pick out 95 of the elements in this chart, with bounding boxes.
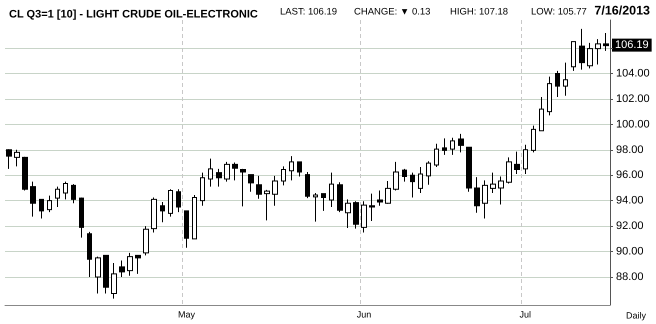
y-tick-label: 92.00 — [616, 220, 644, 232]
candlestick — [111, 262, 117, 300]
candlestick — [410, 172, 415, 198]
candlestick — [192, 194, 197, 240]
candlestick — [240, 168, 246, 207]
x-tick-label: Jun — [356, 310, 372, 320]
text: LAST: 106.19 — [280, 6, 338, 18]
candlestick — [523, 144, 528, 174]
candlestick — [571, 41, 576, 72]
candlestick — [87, 231, 92, 278]
candlestick — [264, 189, 270, 221]
candlestick — [450, 137, 455, 156]
candlestick — [539, 96, 544, 132]
candlestick — [135, 254, 141, 274]
text: HIGH: 107.18 — [450, 6, 508, 18]
text: LOW: 105.77 — [531, 6, 587, 18]
text: 7/16/2013 — [594, 4, 650, 18]
candlestick — [595, 38, 601, 66]
candlestick — [184, 210, 189, 248]
candlestick — [216, 168, 222, 188]
candlestick — [127, 252, 133, 276]
candlestick — [176, 188, 181, 213]
candlestick — [426, 160, 431, 186]
y-tick-label: 90.00 — [616, 246, 644, 258]
candlestick — [321, 193, 326, 212]
text: CHANGE: ▼ 0.13 — [354, 6, 430, 18]
candlestick — [482, 180, 488, 219]
candlestick — [6, 148, 12, 170]
candlestick — [418, 166, 423, 194]
candlestick — [281, 166, 286, 186]
candlestick — [458, 133, 464, 153]
candlestick — [103, 254, 109, 294]
y-tick-label: 98.00 — [616, 144, 644, 156]
candlestick — [119, 260, 125, 278]
candlestick — [224, 161, 230, 182]
candlestick — [498, 176, 504, 205]
candlestick — [232, 162, 238, 181]
candlestick — [313, 192, 318, 222]
candlestick — [579, 28, 585, 70]
candlestick — [434, 143, 439, 168]
candlestick — [272, 175, 278, 206]
candlestick — [289, 156, 294, 181]
y-tick-label: 100.00 — [616, 118, 650, 130]
candlestick — [329, 172, 334, 208]
candlestick — [95, 256, 101, 294]
candlestick — [442, 138, 447, 156]
candlestick — [200, 172, 205, 206]
candlestick — [22, 156, 28, 191]
candlestick — [361, 200, 367, 233]
candlestick — [79, 196, 84, 238]
candlestick — [143, 226, 149, 256]
candlestick — [393, 161, 399, 191]
candlestick — [587, 42, 593, 69]
candlestick — [248, 174, 254, 192]
x-tick-label: May — [178, 310, 196, 320]
y-tick-label: 88.00 — [616, 271, 644, 284]
candlestick — [63, 181, 68, 200]
candlestick — [603, 32, 609, 52]
candlestick — [151, 196, 157, 233]
candlestick — [39, 198, 44, 219]
candlestick — [474, 176, 480, 214]
chart-title: CL Q3=1 [10] - LIGHT CRUDE OIL-ELECTRONIC — [9, 8, 258, 20]
candlestick — [385, 180, 391, 204]
candlestick — [337, 182, 343, 213]
candlestick — [514, 151, 520, 174]
y-tick-label: 104.00 — [616, 67, 650, 80]
candlestick — [563, 62, 568, 96]
candlestick — [208, 158, 213, 188]
candlestick — [47, 195, 52, 213]
candlestick — [55, 186, 60, 208]
candlestick — [71, 184, 76, 204]
candlestick — [160, 201, 165, 223]
candlestick — [305, 172, 310, 199]
candlestick — [555, 70, 560, 98]
candlestick — [547, 76, 552, 116]
y-tick-label: 94.00 — [616, 194, 644, 207]
candlestick — [369, 193, 375, 222]
annotation: 106.19 — [615, 39, 649, 52]
candlestick — [402, 168, 407, 182]
y-tick-label: 96.00 — [616, 169, 644, 182]
candlestick — [506, 156, 512, 184]
candlestick — [353, 200, 359, 230]
candlestick — [297, 161, 302, 177]
candlestick — [531, 125, 536, 153]
candlestick — [377, 190, 383, 206]
x-tick-label: Jul — [520, 310, 532, 320]
candlestick — [14, 149, 20, 167]
candlestick — [30, 181, 36, 218]
candlestick — [345, 198, 351, 229]
y-tick-label: 102.00 — [616, 92, 650, 105]
text: Daily — [626, 310, 646, 320]
candlestick — [168, 188, 173, 218]
candlestick — [490, 172, 496, 194]
candlestick — [466, 146, 472, 192]
candlestick — [256, 175, 262, 200]
